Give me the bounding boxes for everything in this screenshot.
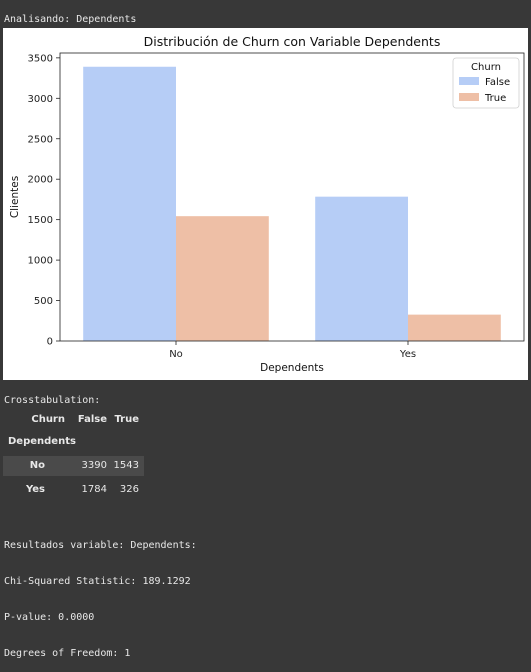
- crosstab-header-row: Churn False True: [3, 410, 153, 430]
- crosstab-column-axis-label: Churn: [31, 414, 65, 425]
- legend-label-false: False: [485, 77, 510, 88]
- crosstab-cell: 3390: [81, 460, 107, 471]
- crosstab-caption: Crosstabulation:: [4, 395, 101, 406]
- y-tick-label: 1500: [28, 215, 53, 226]
- bar-yes-false: [315, 196, 408, 341]
- crosstab-row-label: No: [29, 460, 45, 471]
- results-line: P-value: 0.0000: [4, 612, 95, 623]
- bar-no-true: [176, 216, 269, 341]
- y-tick-label: 2500: [28, 134, 53, 145]
- legend-swatch-false: [459, 77, 479, 85]
- crosstab-cell: 1784: [81, 484, 107, 495]
- legend-title: Churn: [471, 62, 501, 73]
- crosstab-row-label: Yes: [25, 484, 45, 495]
- plot-frame: [59, 52, 525, 342]
- x-axis-label: Dependents: [260, 362, 324, 374]
- analysis-line: Analisando: Dependents: [4, 14, 137, 25]
- bar-no-false: [83, 66, 176, 341]
- table-row: Yes 1784 326: [3, 480, 144, 500]
- crosstab-index-row: Dependents: [3, 432, 153, 452]
- y-tick-label: 3500: [28, 53, 53, 64]
- churn-bar-chart: No Yes 0 500 1000 1500 2000 2500 3000 3500 Distrib…: [9, 34, 525, 374]
- y-tick-label: 3000: [28, 94, 53, 105]
- x-tick-label: Yes: [399, 349, 416, 360]
- crosstab-column-header: False: [77, 414, 107, 425]
- results-line: Resultados variable: Dependents:: [4, 540, 197, 551]
- results-block: Resultados variable: Dependents: Chi-Squ…: [4, 516, 197, 672]
- crosstab-cell: 1543: [113, 460, 139, 471]
- y-tick-label: 1000: [28, 256, 53, 267]
- chart-panel: No Yes 0 500 1000 1500 2000 2500 3000 3500 Distrib…: [3, 28, 528, 380]
- legend-swatch-true: [459, 93, 479, 101]
- bar-yes-true: [408, 314, 501, 341]
- crosstab-index-label: Dependents: [8, 436, 76, 447]
- crosstab-column-header: True: [114, 414, 139, 425]
- y-axis-label: Clientes: [9, 176, 21, 218]
- chart-title: Distribución de Churn con Variable Depen…: [144, 34, 441, 49]
- y-tick-label: 2000: [28, 175, 53, 186]
- x-tick-label: No: [169, 349, 183, 360]
- y-tick-label: 500: [34, 296, 53, 307]
- y-tick-label: 0: [47, 337, 53, 348]
- crosstab-cell: 326: [119, 484, 139, 495]
- legend-label-true: True: [484, 93, 506, 104]
- results-line: Chi-Squared Statistic: 189.1292: [4, 576, 191, 587]
- table-row: No 3390 1543: [3, 456, 144, 476]
- results-line: Degrees of Freedom: 1: [4, 648, 131, 659]
